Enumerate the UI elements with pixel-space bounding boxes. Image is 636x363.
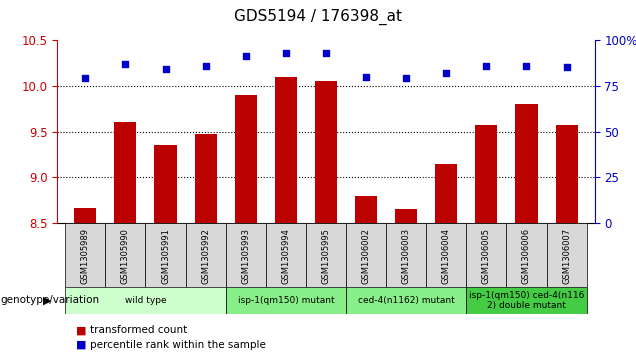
Bar [386,223,426,287]
Point [200,63,211,69]
Text: ■: ■ [76,325,87,335]
Bar [315,81,337,223]
Point [361,74,371,79]
Point [80,76,90,81]
Bar [226,287,346,314]
Bar [435,164,457,223]
Text: GSM1305991: GSM1305991 [161,228,170,284]
Bar [306,223,346,287]
Bar [66,223,106,287]
Bar [346,287,466,314]
Bar [275,77,297,223]
Bar [506,223,546,287]
Bar [466,287,586,314]
Text: GSM1306004: GSM1306004 [442,228,451,284]
Text: GSM1305993: GSM1305993 [241,228,250,284]
Text: GDS5194 / 176398_at: GDS5194 / 176398_at [234,9,402,25]
Point [522,63,532,69]
Text: GSM1305989: GSM1305989 [81,228,90,284]
Text: transformed count: transformed count [90,325,188,335]
Bar [106,223,146,287]
Text: ▶: ▶ [43,295,52,305]
Bar [235,95,257,223]
Bar [395,209,417,223]
Text: GSM1306005: GSM1306005 [482,228,491,284]
Text: GSM1305992: GSM1305992 [201,228,210,284]
Bar [546,223,586,287]
Bar [355,196,377,223]
Point [120,61,130,67]
Point [401,76,411,81]
Text: ced-4(n1162) mutant: ced-4(n1162) mutant [358,296,455,305]
Text: percentile rank within the sample: percentile rank within the sample [90,340,266,350]
Text: isp-1(qm150) mutant: isp-1(qm150) mutant [237,296,334,305]
Bar [346,223,386,287]
Bar [155,145,177,223]
Bar [266,223,306,287]
Text: GSM1305990: GSM1305990 [121,228,130,284]
Text: GSM1306007: GSM1306007 [562,228,571,284]
Point [481,63,492,69]
Text: GSM1306003: GSM1306003 [402,228,411,284]
Bar [74,208,96,223]
Point [240,53,251,59]
Point [321,50,331,56]
Text: GSM1305994: GSM1305994 [281,228,291,284]
Text: genotype/variation: genotype/variation [0,295,99,305]
Text: ■: ■ [76,340,87,350]
Point [562,65,572,70]
Text: GSM1306002: GSM1306002 [361,228,371,284]
Bar [466,223,506,287]
Point [441,70,452,76]
Bar [226,223,266,287]
Bar [186,223,226,287]
Bar [475,125,497,223]
Text: isp-1(qm150) ced-4(n116
2) double mutant: isp-1(qm150) ced-4(n116 2) double mutant [469,291,584,310]
Text: wild type: wild type [125,296,166,305]
Bar [515,104,537,223]
Bar [66,287,226,314]
Point [160,66,170,72]
Text: GSM1306006: GSM1306006 [522,228,531,284]
Text: GSM1305995: GSM1305995 [321,228,331,284]
Bar [556,125,577,223]
Bar [146,223,186,287]
Bar [195,134,217,223]
Bar [114,122,137,223]
Bar [426,223,466,287]
Point [280,50,291,56]
